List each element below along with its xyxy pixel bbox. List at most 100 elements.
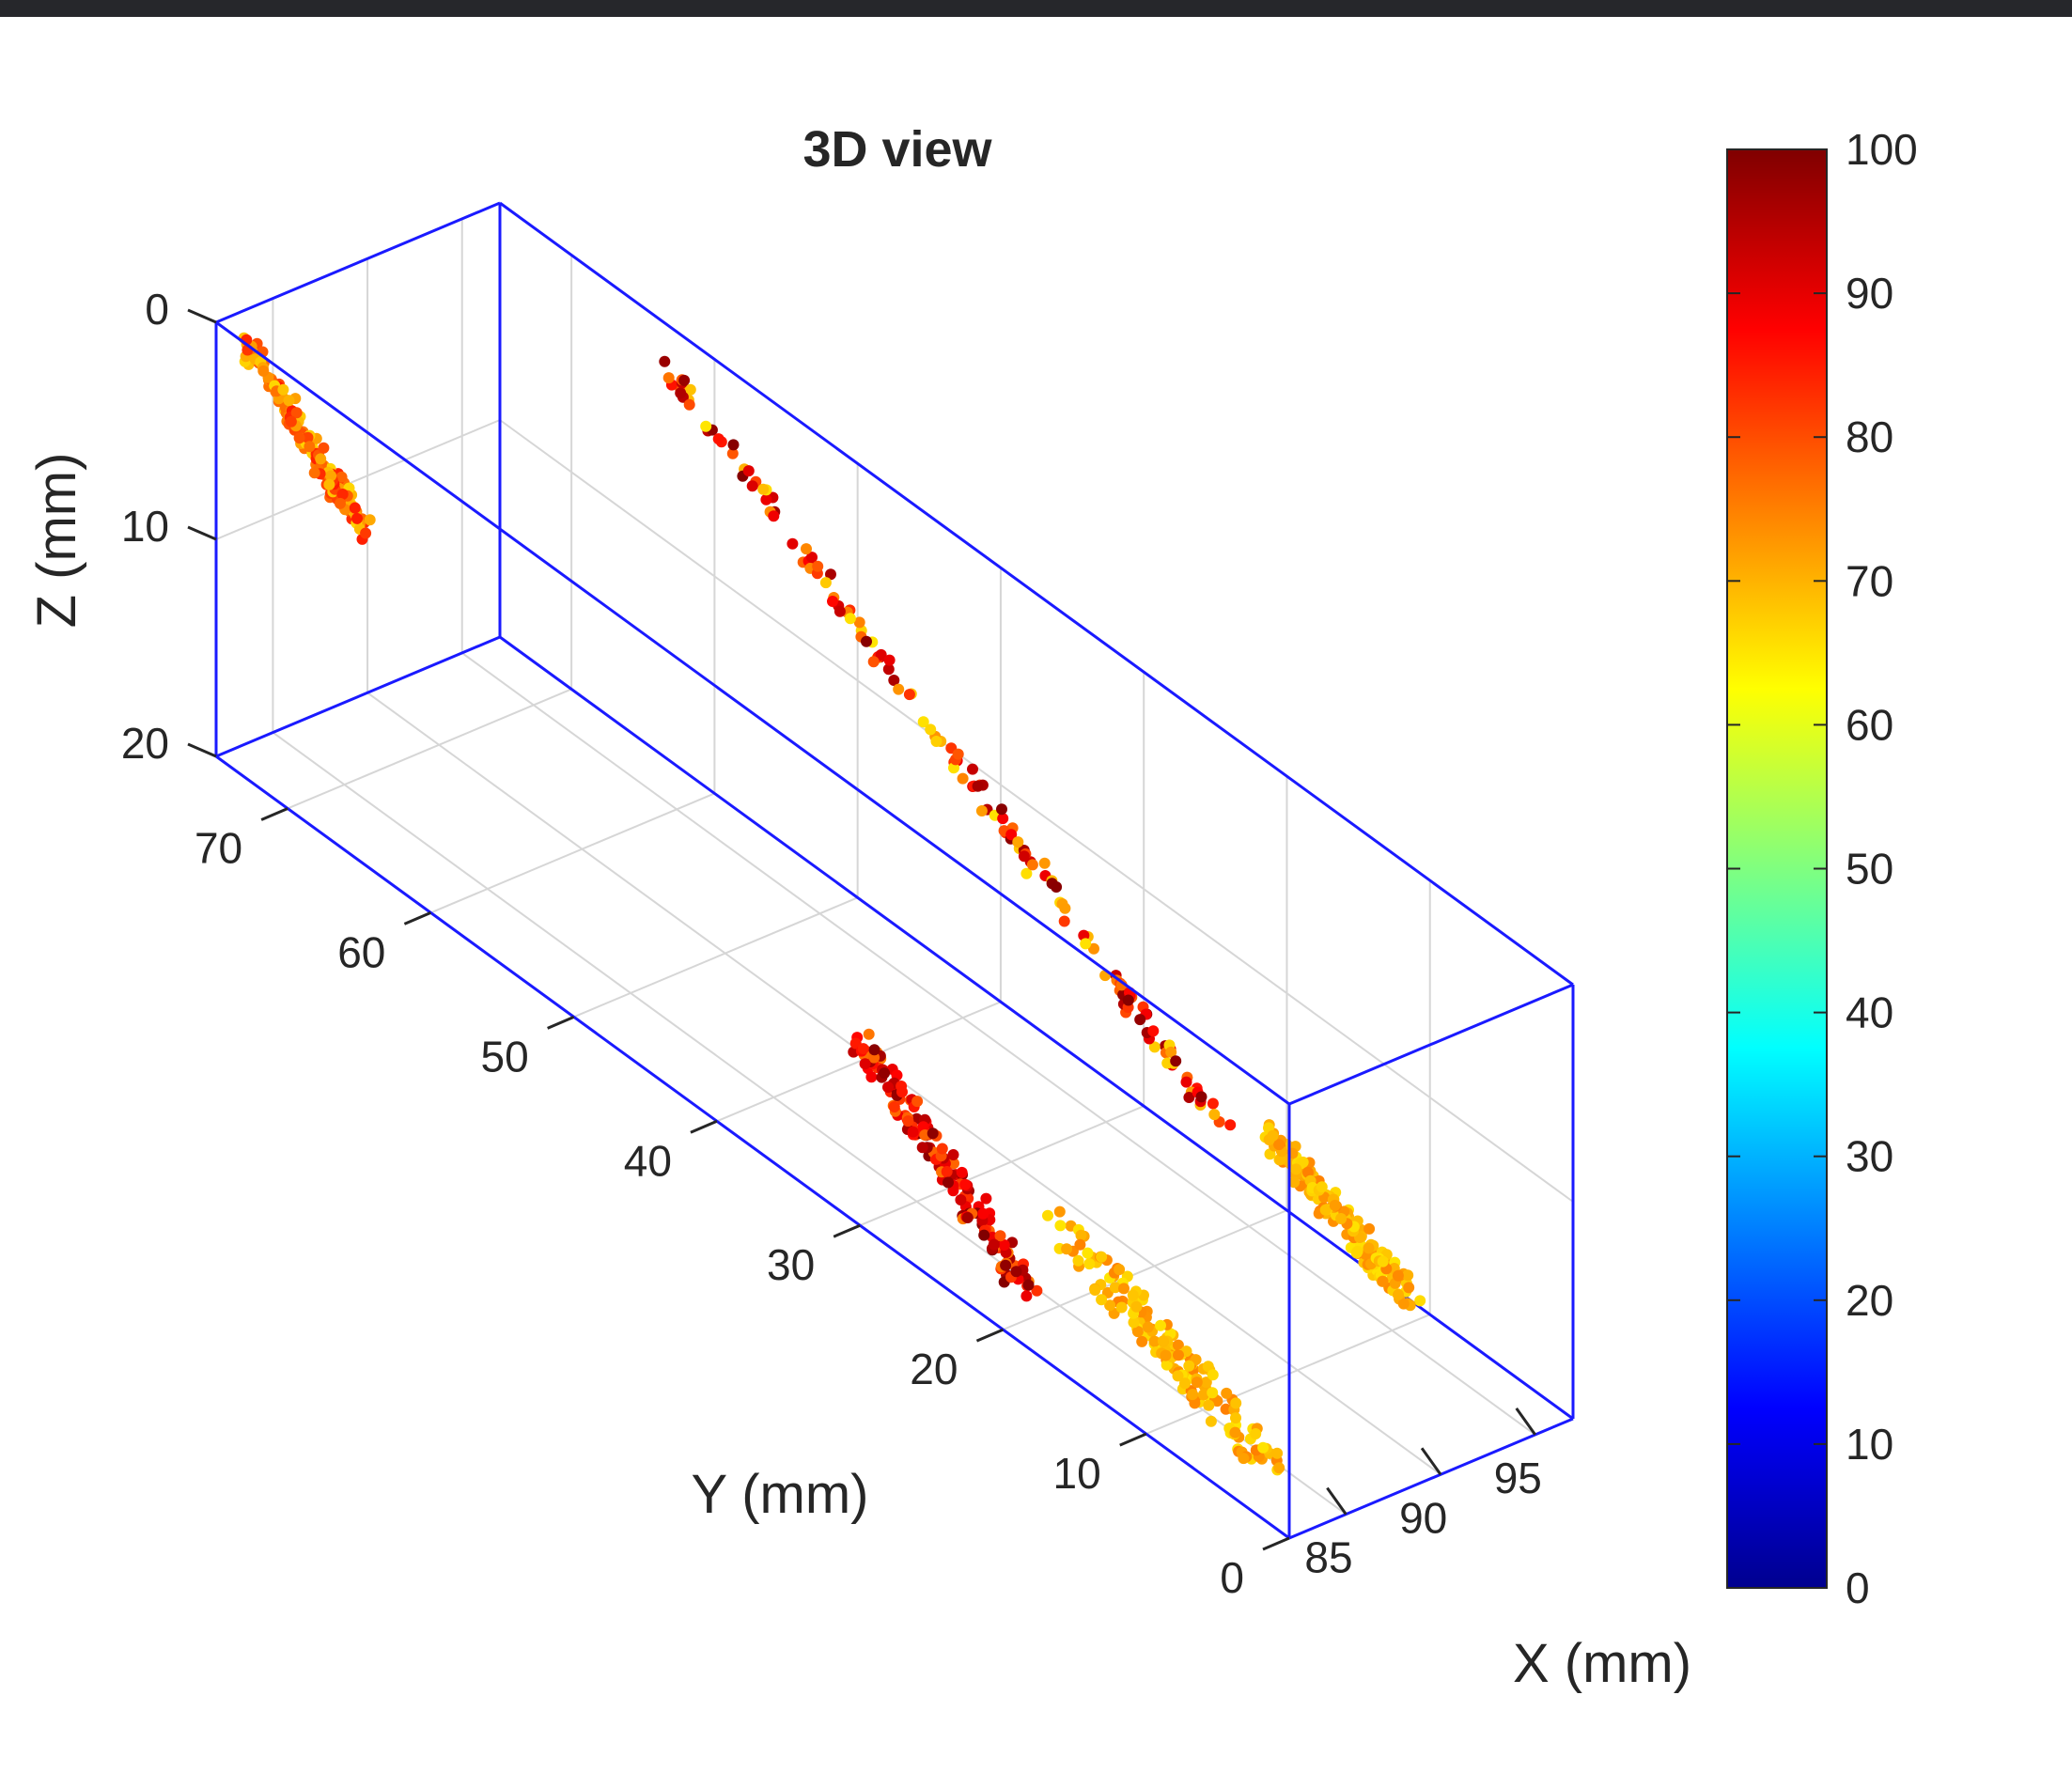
data-point — [293, 432, 305, 444]
data-point — [1038, 857, 1051, 869]
data-point — [351, 512, 363, 524]
data-point — [1031, 1284, 1043, 1297]
data-point — [335, 497, 346, 509]
data-point — [917, 716, 929, 728]
data-point — [1271, 1447, 1284, 1459]
y-tick — [690, 1119, 718, 1134]
data-point — [1114, 1264, 1126, 1276]
data-point — [956, 1166, 968, 1178]
y-axis-label: Y (mm) — [691, 1464, 868, 1525]
z-tick-label: 0 — [145, 285, 169, 334]
data-point — [865, 1071, 878, 1083]
data-point — [683, 398, 695, 411]
data-point — [996, 803, 1007, 816]
box-edge — [215, 201, 501, 324]
data-point — [882, 663, 895, 676]
grid-line-y-floor — [1003, 1209, 1287, 1331]
data-point — [1010, 1266, 1022, 1278]
data-point — [902, 1115, 914, 1128]
box-edge — [1288, 1417, 1574, 1540]
data-point — [1316, 1181, 1328, 1193]
data-point — [1148, 1041, 1161, 1053]
y-tick-label: 10 — [1053, 1449, 1101, 1498]
data-point — [1377, 1275, 1389, 1287]
data-point — [1020, 1290, 1033, 1302]
data-point — [1229, 1426, 1241, 1439]
data-point — [948, 1158, 959, 1170]
data-point — [1104, 1299, 1116, 1312]
data-point — [911, 1096, 924, 1108]
z-tick — [187, 525, 217, 541]
x-tick-label: 85 — [1304, 1533, 1352, 1582]
data-point — [1026, 859, 1038, 871]
data-point — [1207, 1369, 1219, 1381]
data-point — [277, 383, 289, 396]
data-point — [712, 433, 724, 445]
x-tick — [1326, 1486, 1348, 1516]
colorbar-tick-label: 60 — [1846, 700, 1893, 749]
axis-ticks: 0 10 20 0 10 20 30 40 50 60 70 85 90 95 — [121, 285, 1542, 1602]
data-point — [1257, 1441, 1270, 1454]
data-point — [1392, 1269, 1404, 1282]
x-tick-label: 95 — [1494, 1454, 1542, 1502]
data-point — [746, 480, 758, 492]
grid-line-z-side — [499, 419, 1574, 1203]
colorbar-ticks: 0 10 20 30 40 50 60 70 80 90 100 — [1727, 125, 1918, 1612]
data-point — [1230, 1412, 1241, 1424]
data-point — [336, 489, 349, 500]
data-point — [1203, 1399, 1215, 1411]
data-point — [1155, 1319, 1166, 1331]
data-point — [868, 1044, 880, 1056]
data-point — [335, 471, 348, 483]
axes-box-front — [214, 201, 1575, 1540]
y-tick-label: 50 — [480, 1032, 528, 1081]
data-point — [967, 763, 978, 775]
z-tick — [187, 308, 217, 324]
data-point — [988, 1238, 1000, 1251]
data-point — [994, 1230, 1006, 1242]
data-point — [1197, 1389, 1209, 1401]
data-point — [975, 805, 988, 817]
data-point — [853, 616, 865, 629]
data-point — [883, 654, 896, 666]
data-point — [318, 442, 330, 454]
window-top-bar — [0, 0, 2072, 17]
x-axis-label: X (mm) — [1513, 1633, 1691, 1694]
colorbar-tick-label: 0 — [1846, 1563, 1870, 1612]
data-point — [304, 441, 316, 453]
data-point — [867, 656, 880, 668]
data-point — [1183, 1360, 1195, 1372]
data-point — [1058, 915, 1070, 927]
data-point — [977, 1207, 989, 1220]
data-point — [980, 1192, 992, 1205]
data-point — [907, 1126, 919, 1138]
data-point — [1142, 1321, 1154, 1333]
z-tick — [187, 742, 217, 758]
data-point — [285, 415, 297, 428]
data-point — [1351, 1245, 1363, 1257]
data-point — [349, 502, 361, 514]
data-point — [1122, 994, 1134, 1006]
scatter-points — [238, 332, 1426, 1476]
data-point — [1200, 1376, 1212, 1389]
x-tick — [1515, 1408, 1536, 1436]
data-point — [364, 514, 376, 526]
data-point — [1134, 1014, 1146, 1026]
box-edge — [215, 320, 1290, 1106]
data-point — [1211, 1395, 1223, 1408]
data-point — [1160, 1349, 1172, 1361]
data-point — [1131, 1326, 1144, 1338]
data-point — [760, 493, 772, 505]
data-point — [1074, 1238, 1086, 1251]
data-point — [957, 772, 969, 785]
data-point — [1202, 1361, 1214, 1373]
data-point — [959, 1178, 972, 1190]
data-point — [1180, 1076, 1192, 1088]
data-point — [1377, 1255, 1389, 1268]
data-point — [879, 1067, 891, 1080]
data-point — [1096, 1294, 1108, 1306]
y-tick-label: 30 — [767, 1240, 815, 1289]
data-point — [955, 1194, 967, 1205]
data-point — [1335, 1213, 1348, 1224]
data-point — [1059, 902, 1071, 914]
